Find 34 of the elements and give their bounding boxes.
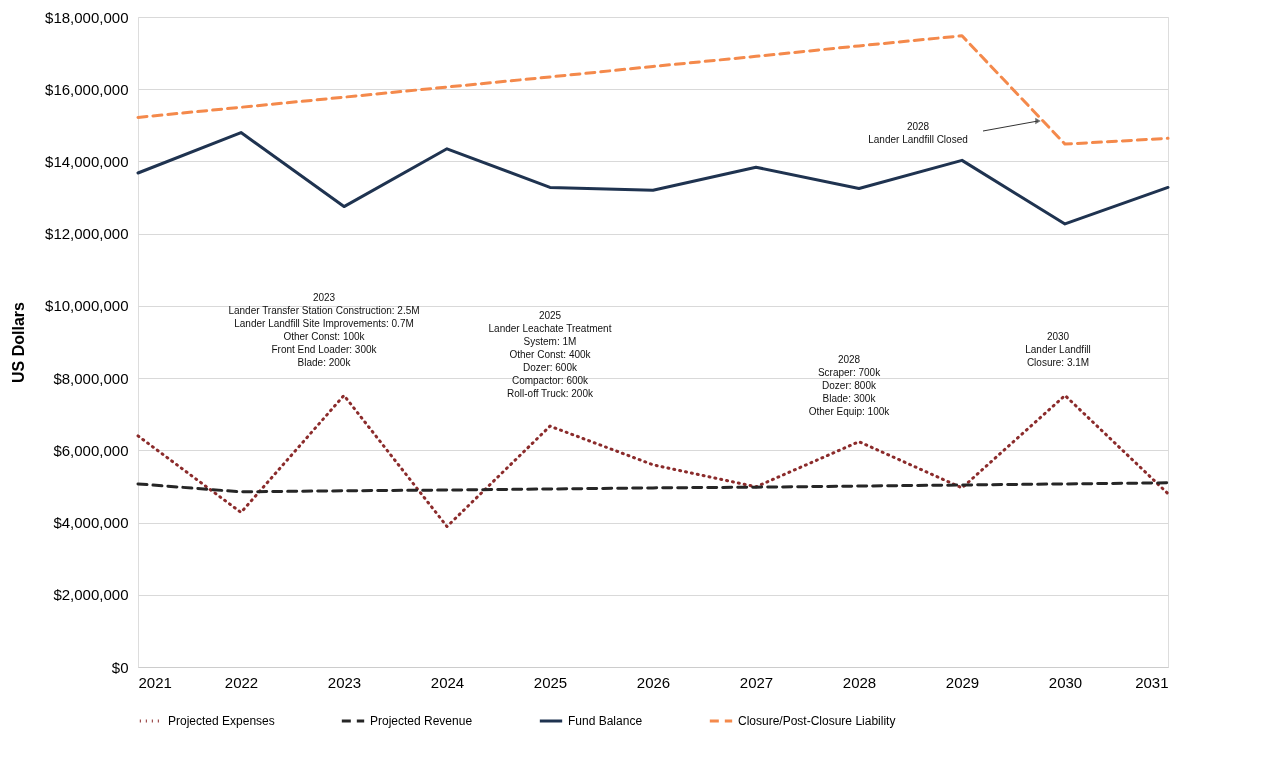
- legend-label: Projected Expenses: [168, 714, 275, 728]
- y-tick-label: $16,000,000: [45, 80, 129, 98]
- line-series: [136, 131, 1170, 226]
- y-tick-label: $12,000,000: [45, 225, 129, 243]
- x-tick-label: 2022: [224, 673, 259, 691]
- annotation: 2028 Lander Landfill Closed: [868, 121, 968, 145]
- x-tick-label: 2030: [1048, 673, 1083, 691]
- line-series: [136, 481, 1170, 494]
- legend-label: Fund Balance: [568, 714, 643, 728]
- legend-label: Closure/Post-Closure Liability: [738, 714, 896, 728]
- y-tick-label: $14,000,000: [45, 152, 129, 170]
- x-tick-label: 2029: [945, 673, 980, 691]
- y-tick-label: $0: [111, 658, 129, 676]
- annotation: 2030 Lander Landfill Closure: 3.1M: [1025, 331, 1091, 369]
- x-tick-label: 2028: [842, 673, 877, 691]
- y-axis-title: US Dollars: [10, 301, 28, 383]
- x-tick-label: 2031: [1135, 673, 1169, 691]
- y-tick-label: $2,000,000: [53, 586, 129, 604]
- x-tick-label: 2021: [138, 673, 172, 691]
- annotation: 2025 Lander Leachate Treatment System: 1M Other Const: 400k Dozer: 600k Compactor: 600k Roll-off Truck: 200k: [488, 310, 612, 400]
- y-tick-label: $10,000,000: [45, 297, 129, 315]
- x-tick-label: 2024: [430, 673, 465, 691]
- annotation: 2028 Scraper: 700k Dozer: 800k Blade: 300k Other Equip: 100k: [808, 353, 891, 417]
- x-tick-label: 2027: [739, 673, 774, 691]
- x-tick-label: 2025: [533, 673, 568, 691]
- y-tick-label: $8,000,000: [53, 369, 129, 387]
- y-tick-label: $4,000,000: [53, 514, 129, 532]
- line-series: [136, 34, 1170, 146]
- x-tick-label: 2023: [327, 673, 362, 691]
- legend-label: Projected Revenue: [370, 714, 473, 728]
- y-tick-label: $18,000,000: [45, 8, 129, 26]
- y-tick-label: $6,000,000: [53, 441, 129, 459]
- annotation: 2023 Lander Transfer Station Construction: 2.5M Lander Landfill Site Improvements: 0.7M Other Const: 100k Front End Loader: 300k Blade: 200k: [228, 292, 420, 369]
- x-tick-label: 2026: [636, 673, 671, 691]
